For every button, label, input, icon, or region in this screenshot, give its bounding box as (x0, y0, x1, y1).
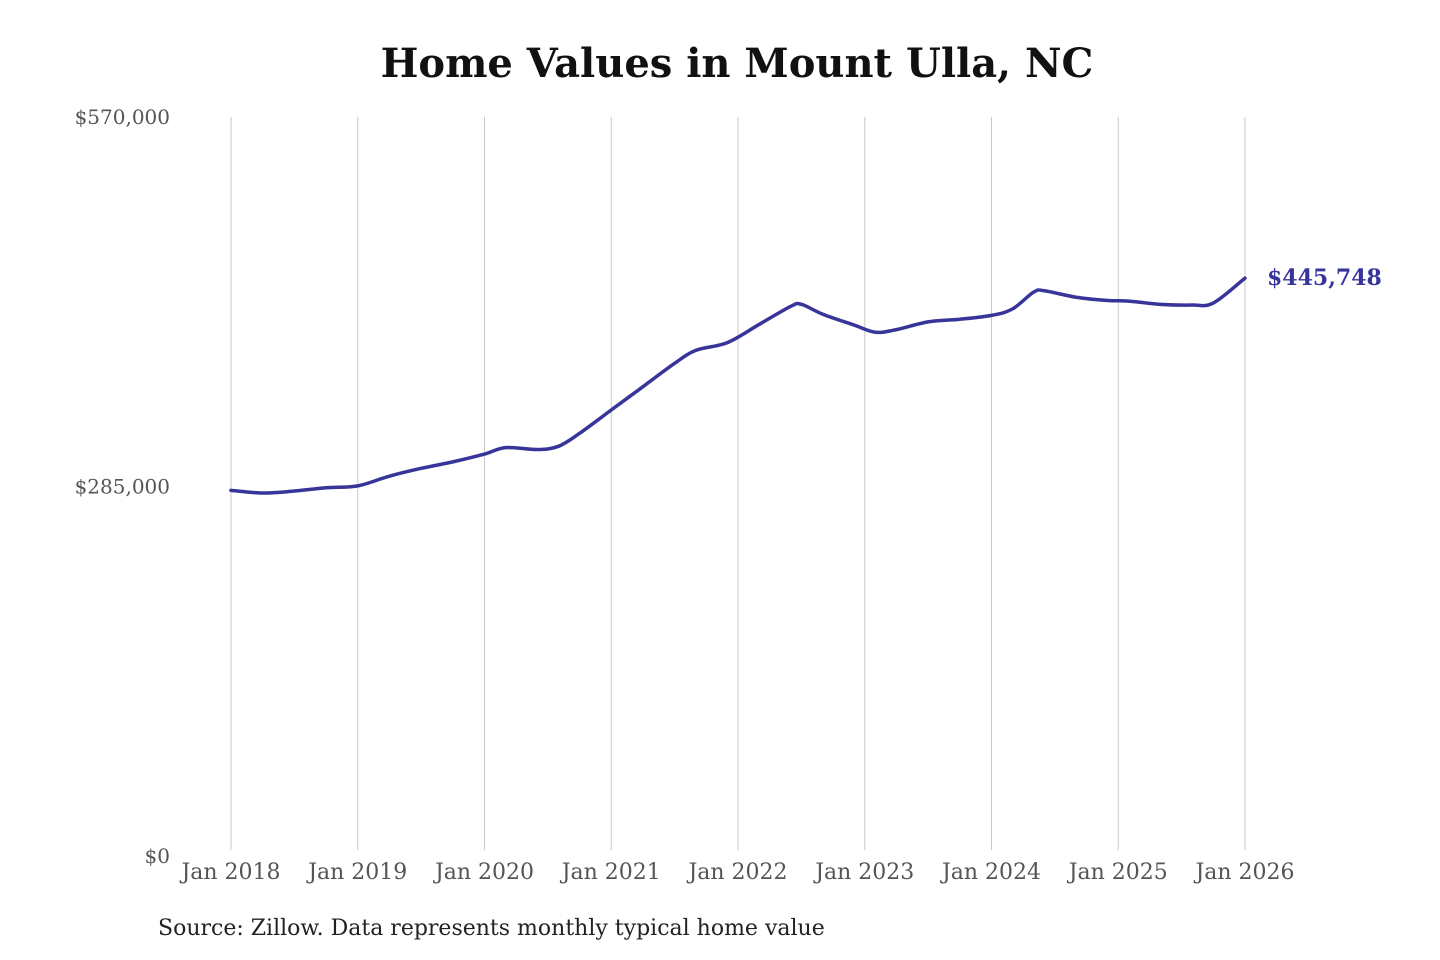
x-tick-label: Jan 2020 (433, 860, 534, 885)
gridlines (230, 117, 1246, 850)
y-tick-label: $0 (145, 844, 170, 868)
y-tick-label: $285,000 (75, 475, 170, 499)
end-label-layer: $445,748 (1267, 265, 1382, 291)
x-tick-label: Jan 2019 (306, 860, 407, 885)
x-tick-label: Jan 2025 (1067, 860, 1168, 885)
x-tick-label: Jan 2026 (1193, 860, 1294, 885)
latest-value-label: $445,748 (1267, 265, 1382, 291)
chart-title: Home Values in Mount Ulla, NC (380, 40, 1094, 87)
source-note: Source: Zillow. Data represents monthly … (158, 916, 825, 941)
x-tick-label: Jan 2021 (560, 860, 661, 885)
x-tick-label: Jan 2022 (686, 860, 787, 885)
x-axis-ticks: Jan 2018 Jan 2019 Jan 2020 Jan 2021 Jan 2022… (179, 860, 1294, 885)
x-tick-label: Jan 2018 (179, 860, 280, 885)
x-tick-label: Jan 2023 (813, 860, 914, 885)
home-value-line (229, 276, 1247, 495)
y-tick-label: $570,000 (75, 105, 170, 129)
y-axis-ticks: $0 $285,000 $570,000 (75, 105, 170, 868)
series-layer (229, 276, 1247, 495)
x-tick-label: Jan 2024 (940, 860, 1041, 885)
